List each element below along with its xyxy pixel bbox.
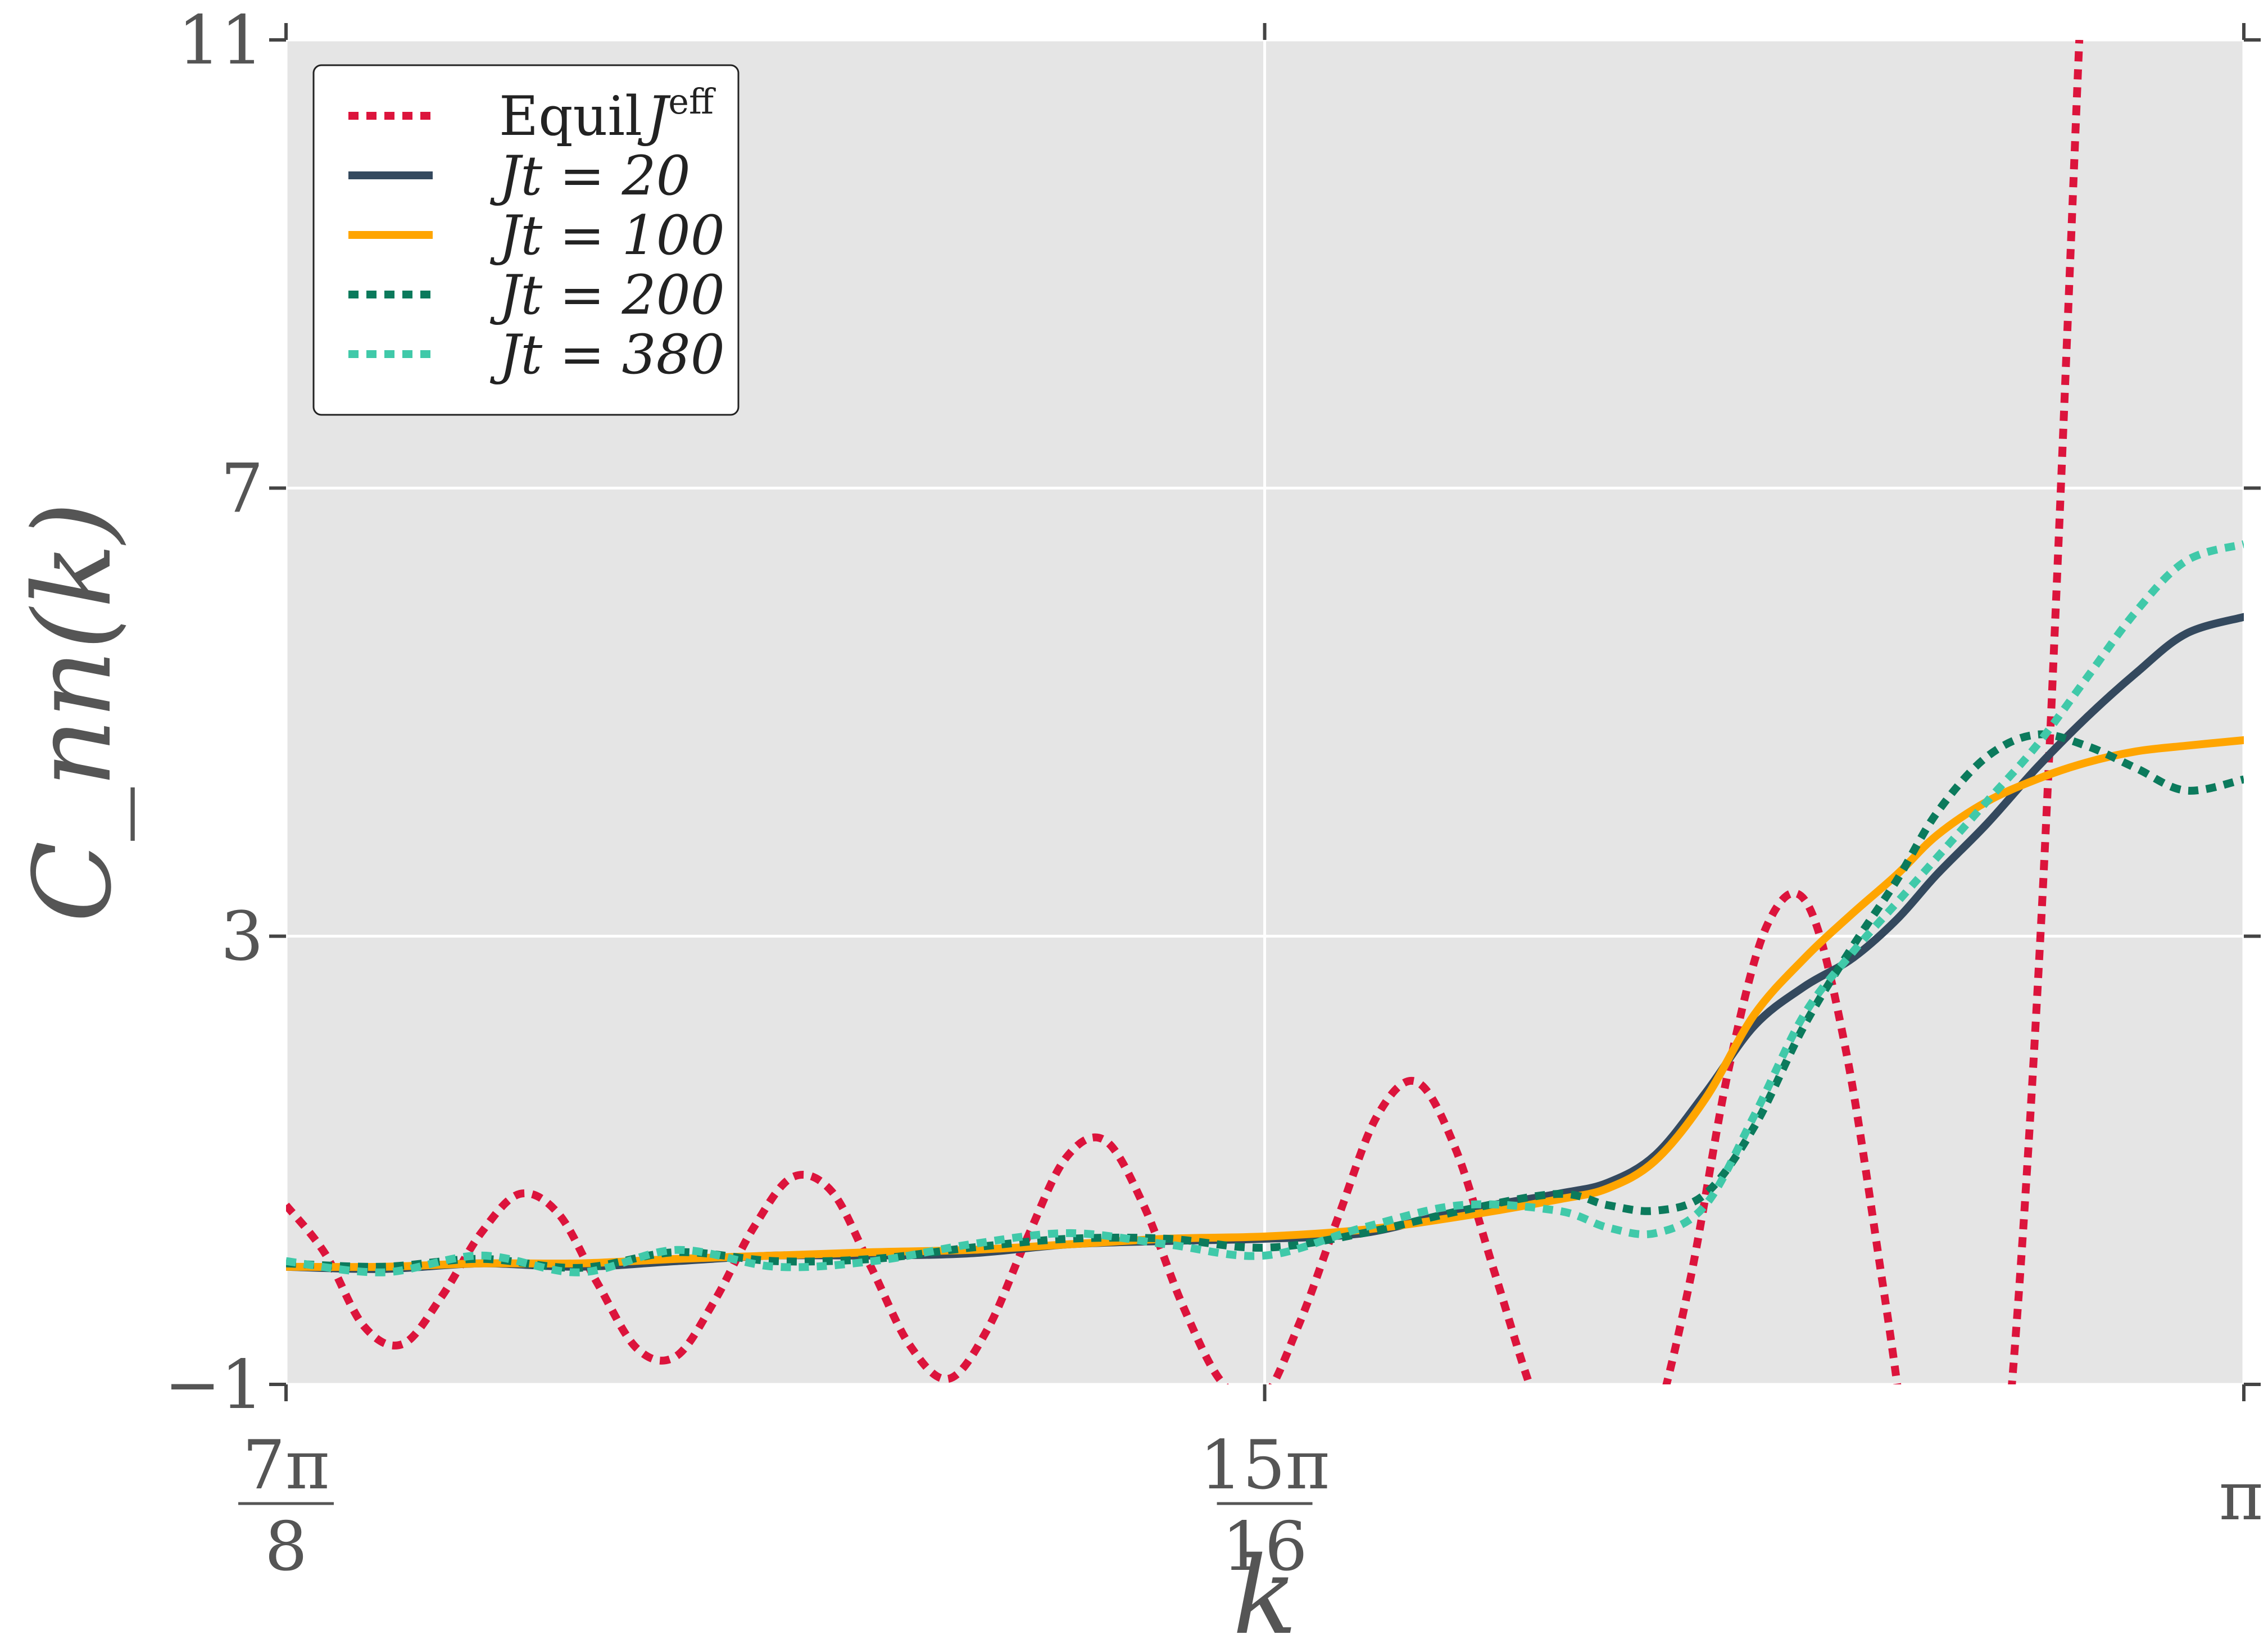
series-line-4 xyxy=(286,540,2244,1276)
x-tick-numerator: 15π xyxy=(1200,1427,1330,1505)
y-tick-label: 3 xyxy=(221,898,264,976)
y-tick-label: −1 xyxy=(164,1346,264,1424)
y-axis-title: C_nn(k) xyxy=(11,502,135,923)
x-tick-numerator: π xyxy=(2219,1457,2264,1536)
legend-box xyxy=(312,64,740,416)
x-tick-denominator: 8 xyxy=(265,1508,307,1586)
x-tick-denominator: 16 xyxy=(1222,1508,1308,1586)
y-tick-label: 7 xyxy=(221,450,264,528)
x-tick-label: 7π8 xyxy=(238,1427,334,1586)
x-tick-numerator: 7π xyxy=(242,1427,329,1505)
legend-label: Jt = 380 xyxy=(489,323,725,386)
legend-label: Jt = 200 xyxy=(489,264,725,327)
legend-label-text: Equil xyxy=(499,85,642,148)
legend-label: Jt = 20 xyxy=(489,144,691,207)
x-tick-label: π xyxy=(2219,1457,2264,1536)
y-tick-label: 11 xyxy=(178,2,264,80)
x-axis-title: k xyxy=(1232,1534,1297,1648)
series-lines xyxy=(286,40,2244,1384)
series-line-0 xyxy=(286,40,2084,1384)
axis-ticks xyxy=(269,23,2261,1401)
series-line-2 xyxy=(286,736,2244,1271)
legend-label-superscript: eff xyxy=(668,81,716,122)
legend-label: Jt = 100 xyxy=(489,204,725,267)
legend-label: EquilJeff xyxy=(499,81,716,148)
